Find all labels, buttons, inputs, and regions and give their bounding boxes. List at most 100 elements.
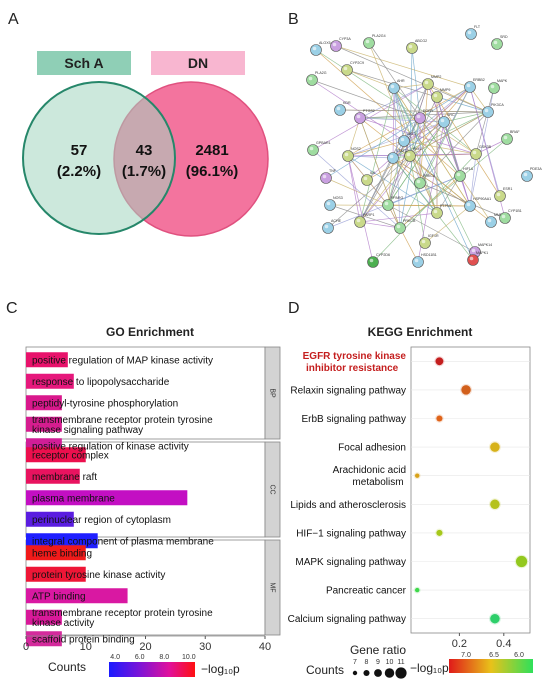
- network-edge: [419, 111, 489, 184]
- network-node: IGF1R: [419, 234, 439, 249]
- kegg-color-legend-title: −log₁₀p: [410, 661, 449, 675]
- venn-left-label: Sch A: [64, 55, 103, 71]
- venn-diagram: Sch A DN 57 (2.2%) 43 (1.7%) 2481 (96.1%…: [22, 51, 269, 237]
- network-node-circle: [394, 222, 406, 234]
- network-node-circle: [467, 254, 479, 266]
- network-node-highlight: [363, 176, 368, 181]
- network-edge: [469, 153, 477, 207]
- go-strip: [264, 539, 281, 636]
- kegg-dot: [435, 357, 444, 366]
- network-node-highlight: [400, 137, 405, 142]
- network-nodes: FLT SRD ALOX5 CYP3A PLA2G4 ABCG2 PLA2G CYP2C9 AH…: [306, 25, 542, 268]
- network-node: HIF1A: [454, 167, 474, 182]
- network-edge: [347, 86, 471, 157]
- go-bars: [26, 352, 188, 647]
- network-edge: [411, 47, 421, 119]
- kegg-color-legend-tick: 6.0: [514, 652, 524, 659]
- kegg-color-legend-tick: 6.5: [489, 652, 499, 659]
- network-edge: [387, 204, 419, 263]
- network-node-label: SRC: [447, 113, 455, 117]
- network-edge: [393, 87, 405, 142]
- kegg-term-label: Lipids and atherosclerosis: [290, 500, 406, 511]
- ppi-network: FLT SRD ALOX5 CYP3A PLA2G4 ABCG2 PLA2G CYP2C9 AH…: [306, 25, 542, 268]
- network-node-highlight: [501, 214, 506, 219]
- network-edge: [359, 83, 429, 119]
- go-bar: [26, 511, 74, 527]
- go-term-label-cont: kinase activity: [32, 618, 94, 629]
- kegg-x-tick-label: 0.2: [452, 638, 467, 650]
- kegg-dot: [490, 442, 500, 452]
- go-bar: [26, 373, 74, 389]
- network-edge: [399, 138, 508, 229]
- network-node-circle: [482, 106, 494, 118]
- network-node-highlight: [414, 258, 419, 263]
- go-bar: [26, 416, 62, 432]
- kegg-dot: [436, 529, 443, 536]
- network-node-label: MAPK14: [478, 243, 492, 247]
- go-term-label: transmembrane receptor protein tyrosine: [32, 608, 213, 619]
- network-node-label: MMP2: [431, 75, 441, 79]
- go-legend-tick: 4.0: [110, 654, 120, 661]
- kegg-dot: [415, 587, 420, 593]
- kegg-size-legend-dot: [374, 669, 382, 677]
- network-node: ALOX5: [310, 41, 331, 56]
- network-node-highlight: [324, 224, 329, 229]
- kegg-term-label: Relaxin signaling pathway: [290, 385, 406, 396]
- network-node: PTPN1: [431, 204, 452, 219]
- network-node-highlight: [466, 202, 471, 207]
- venn-left-circle: [22, 81, 176, 235]
- network-node-label: AKT1: [407, 132, 416, 136]
- network-edge: [475, 87, 495, 155]
- go-bar: [26, 588, 128, 604]
- network-node-label: GSK3B: [479, 145, 492, 149]
- go-term-label: positive regulation of kinase activity: [32, 441, 189, 452]
- network-edge: [359, 117, 401, 229]
- go-x-tick-label: 30: [199, 641, 211, 653]
- kegg-term-label: MAPK signaling pathway: [295, 557, 406, 568]
- panel-label-c: C: [6, 300, 18, 317]
- network-node-label: KDR: [343, 101, 351, 105]
- venn-right-label-box: [151, 51, 245, 75]
- venn-left-label-box: [37, 51, 131, 75]
- go-strip-label: BP: [269, 388, 276, 398]
- network-node-highlight: [433, 209, 438, 214]
- network-node: BRAF: [501, 130, 520, 145]
- network-node-circle: [334, 104, 346, 116]
- go-color-legend: −log₁₀p 4.0 6.0 8.0 10.0: [109, 654, 240, 677]
- go-x-axis: 0 10 20 30 40: [23, 635, 271, 653]
- network-node-highlight: [503, 135, 508, 140]
- kegg-color-legend: −log₁₀p 7.0 6.5 6.0: [410, 652, 533, 675]
- network-node-circle: [342, 150, 354, 162]
- kegg-x-tick-label: 0.4: [496, 638, 511, 650]
- network-edge: [419, 117, 461, 177]
- network-edge: [347, 140, 405, 157]
- network-node-label: MMP1: [494, 213, 504, 217]
- network-edge: [359, 117, 445, 123]
- network-node: ESR1: [494, 187, 512, 202]
- network-node-label: PRKCA: [423, 174, 436, 178]
- network-node-highlight: [344, 152, 349, 157]
- network-node-highlight: [384, 201, 389, 206]
- go-term-label: integral component of plasma membrane: [32, 536, 214, 547]
- network-node-highlight: [456, 172, 461, 177]
- network-edge: [346, 69, 395, 89]
- network-node-circle: [361, 174, 373, 186]
- network-node-circle: [419, 237, 431, 249]
- kegg-enrichment-chart: KEGG Enrichment EGFR tyrosine kinaseinhi…: [288, 325, 533, 679]
- network-edge: [399, 117, 421, 229]
- network-node-circle: [464, 81, 476, 93]
- network-edge: [436, 96, 471, 207]
- network-node: CYP2C9: [341, 61, 364, 76]
- network-node-label: PRKCB: [403, 219, 416, 223]
- go-strip-label: MF: [269, 582, 276, 592]
- network-node-circle: [501, 133, 513, 145]
- go-enrichment-chart: GO Enrichment positive regulation of MAP…: [23, 325, 281, 677]
- kegg-term-label: ErbB signaling pathway: [301, 414, 406, 425]
- network-node-label: HSD11B1: [421, 253, 437, 257]
- network-edge: [419, 86, 471, 184]
- go-bar: [26, 566, 86, 582]
- network-edge: [359, 212, 438, 223]
- kegg-size-legend: Counts 7 8 9 10 11: [306, 659, 407, 679]
- network-node-circle: [330, 40, 342, 52]
- network-node-label: PIK3CA: [491, 103, 504, 107]
